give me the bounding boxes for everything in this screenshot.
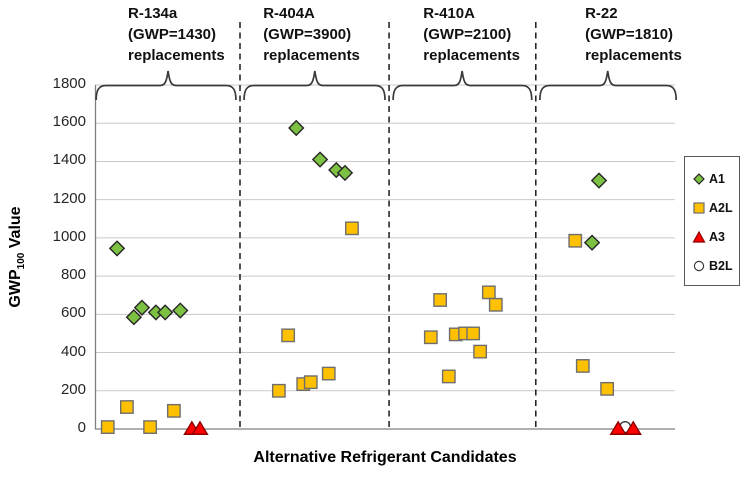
marker-a2l: [100, 420, 115, 434]
legend-diamond-icon: [693, 172, 705, 185]
y-tick-label: 800: [60, 266, 86, 284]
legend-square-icon: [693, 201, 705, 214]
y-axis-title-subscript: 100: [16, 252, 28, 270]
marker-a2l: [481, 285, 496, 300]
legend: A1 A2L A3 B2L: [684, 156, 740, 286]
y-axis-title-main: GWP: [7, 269, 24, 308]
y-tick-label: 0: [77, 419, 86, 436]
marker-a2l: [600, 381, 615, 396]
marker-a2l: [271, 383, 286, 398]
y-axis-title: GWP100 Value: [7, 167, 29, 347]
group-label-line: R-410A: [423, 5, 475, 22]
group-label-line: R-134a: [128, 5, 178, 22]
marker-a1: [108, 240, 126, 257]
marker-a3: [191, 420, 209, 435]
group-brace: [539, 70, 678, 101]
marker-a2l: [166, 403, 181, 418]
legend-item-a3: A3: [685, 222, 739, 251]
group-brace: [95, 70, 237, 101]
group-label-line: replacements: [128, 47, 225, 64]
marker-a1: [583, 234, 601, 251]
y-tick-label: 1800: [52, 75, 86, 92]
legend-circle-icon: [693, 260, 705, 271]
group-label-r-410a: R-410A (GWP=2100) replacements: [423, 3, 520, 66]
y-tick-label: 400: [60, 342, 86, 360]
marker-a1: [133, 299, 151, 316]
legend-marker-shape: [692, 230, 706, 243]
legend-item-b2l: B2L: [685, 251, 739, 280]
marker-a1: [311, 151, 329, 168]
legend-item-a1: A1: [685, 164, 739, 193]
marker-a1: [590, 172, 608, 189]
group-label-line: (GWP=1810): [585, 26, 674, 43]
marker-a2l: [143, 420, 157, 434]
y-tick-label: 1200: [52, 189, 86, 207]
y-tick-label: 600: [60, 304, 86, 322]
y-tick-label: 1600: [52, 113, 86, 131]
legend-label: A1: [709, 171, 725, 186]
marker-a2l: [441, 369, 456, 384]
marker-a2l: [568, 233, 583, 248]
marker-a1: [125, 309, 143, 326]
marker-a1: [336, 164, 354, 182]
group-label-r-22: R-22 (GWP=1810) replacements: [585, 3, 682, 66]
group-label-line: R-22: [585, 5, 618, 22]
group-brace: [243, 70, 386, 101]
legend-label: A2L: [709, 200, 733, 215]
marker-a2l: [473, 344, 488, 359]
group-label-line: replacements: [423, 47, 520, 64]
marker-a1: [156, 304, 174, 321]
marker-a2l: [488, 297, 503, 312]
marker-a1: [172, 302, 189, 319]
legend-label: B2L: [709, 258, 733, 273]
marker-a2l: [321, 366, 336, 381]
group-label-line: (GWP=3900): [263, 26, 352, 43]
legend-label: A3: [709, 229, 725, 244]
legend-item-a2l: A2L: [685, 193, 739, 222]
marker-a2l: [345, 221, 359, 236]
legend-marker-shape: [693, 172, 705, 185]
group-label-line: replacements: [585, 47, 682, 64]
marker-a2l: [575, 359, 590, 373]
marker-a2l: [119, 400, 134, 414]
marker-a1: [288, 119, 305, 137]
x-axis-title: Alternative Refrigerant Candidates: [253, 449, 517, 466]
y-tick-label: 1000: [52, 227, 86, 245]
group-brace: [392, 70, 533, 101]
group-label-line: replacements: [263, 47, 360, 64]
marker-a2l: [466, 326, 481, 341]
legend-marker-shape: [693, 260, 705, 271]
group-label-line: (GWP=1430): [128, 26, 216, 43]
legend-marker-shape: [693, 201, 705, 214]
group-label-r-134a: R-134a (GWP=1430) replacements: [128, 3, 225, 66]
marker-a2l: [281, 328, 296, 343]
y-tick-label: 200: [60, 380, 86, 398]
marker-a2l: [303, 375, 318, 390]
group-label-line: (GWP=2100): [423, 26, 512, 43]
marker-a2l: [433, 293, 447, 307]
legend-triangle-icon: [692, 230, 706, 243]
group-label-r-404a: R-404A (GWP=3900) replacements: [263, 3, 360, 66]
group-label-line: R-404A: [263, 5, 315, 22]
marker-a3: [609, 420, 627, 435]
marker-a2l: [423, 330, 438, 345]
y-tick-label: 1400: [52, 151, 86, 169]
marker-a3: [624, 420, 642, 435]
y-axis-title-rest: Value: [7, 206, 24, 253]
